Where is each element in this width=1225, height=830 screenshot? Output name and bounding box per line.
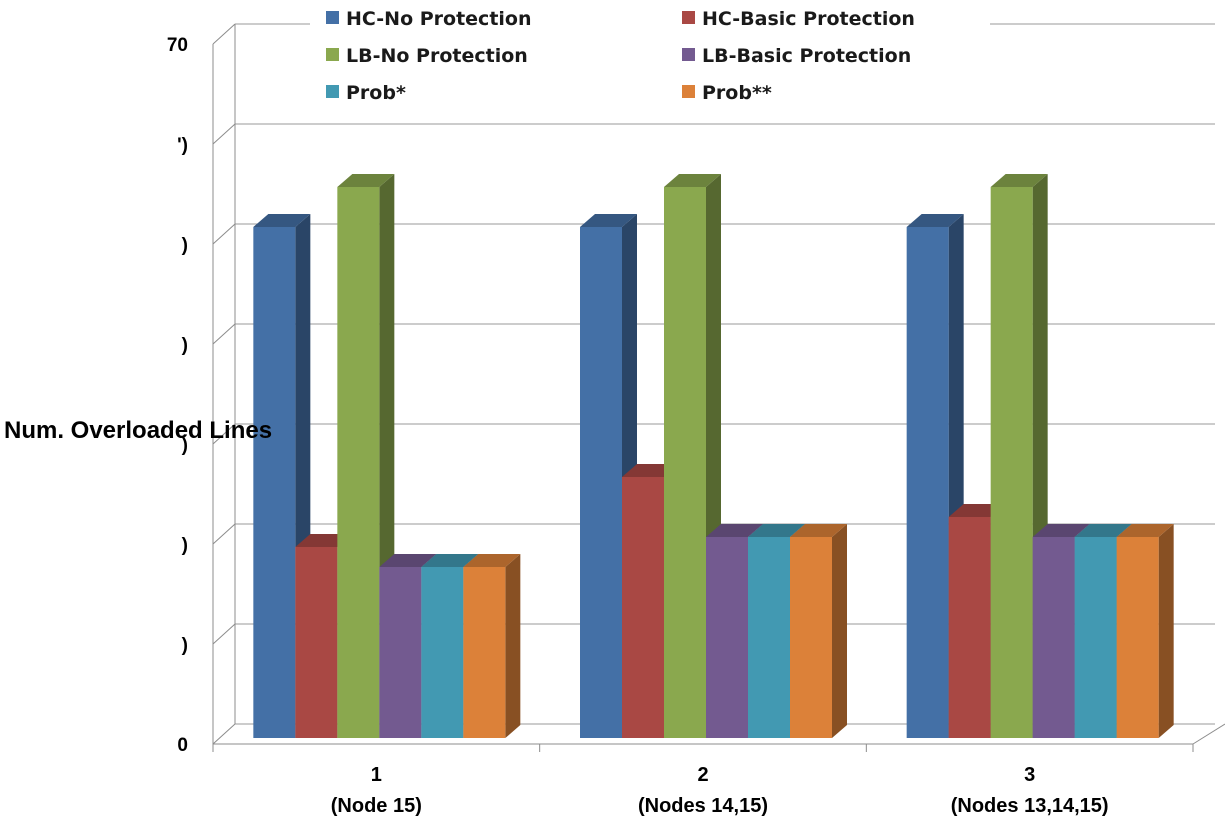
legend-label: HC-Basic Protection bbox=[702, 8, 915, 30]
legend-item: HC-Basic Protection bbox=[682, 8, 915, 30]
bar-front bbox=[1074, 537, 1117, 738]
legend-swatch bbox=[682, 85, 695, 98]
gridline-depth bbox=[212, 123, 236, 145]
x-axis-labels: 1 (Node 15) 2 (Nodes 14,15) 3 (Nodes 13,14,15… bbox=[331, 764, 1109, 817]
bar-side bbox=[1158, 524, 1174, 738]
bar-front bbox=[906, 227, 949, 738]
y-axis-label: Num. Overloaded Lines bbox=[4, 417, 272, 444]
gridline-depth bbox=[212, 723, 236, 745]
bar-front bbox=[379, 567, 422, 738]
gridline-depth bbox=[212, 323, 236, 345]
legend-background bbox=[310, 0, 990, 110]
bar-top bbox=[253, 214, 311, 227]
bar-front bbox=[421, 567, 464, 738]
bar-front bbox=[622, 477, 664, 738]
y-tick-label: ) bbox=[182, 335, 188, 356]
bar-top bbox=[463, 554, 521, 567]
legend-swatch bbox=[326, 48, 339, 61]
legend-item: LB-No Protection bbox=[326, 45, 528, 67]
y-tick-label: 70 bbox=[167, 35, 188, 56]
bar-front bbox=[337, 187, 380, 738]
legend-label: Prob** bbox=[702, 82, 772, 104]
legend-swatch bbox=[326, 85, 339, 98]
legend-item: LB-Basic Protection bbox=[682, 45, 911, 67]
legend-swatch bbox=[682, 11, 695, 24]
gridline-depth bbox=[212, 623, 236, 645]
bar-front bbox=[664, 187, 706, 738]
bar-top bbox=[337, 174, 395, 187]
bar-top bbox=[990, 174, 1048, 187]
bar bbox=[463, 554, 521, 738]
bar bbox=[253, 214, 311, 738]
legend-swatch bbox=[326, 11, 339, 24]
y-tick-label: ') bbox=[177, 135, 188, 156]
x-tick-label: 2 bbox=[697, 764, 708, 786]
y-axis-ticks: 0))))) ') 70 bbox=[167, 35, 188, 756]
bar-front bbox=[1116, 537, 1159, 738]
bar-top bbox=[906, 214, 964, 227]
legend: HC-No Protection HC-Basic Protection LB-No… bbox=[310, 0, 990, 110]
legend-item: Prob* bbox=[326, 82, 406, 104]
bar-front bbox=[790, 537, 832, 738]
gridline-depth bbox=[212, 423, 236, 445]
legend-label: LB-Basic Protection bbox=[702, 45, 911, 67]
x-tick-label: (Node 15) bbox=[331, 795, 422, 817]
x-tick-label: (Nodes 13,14,15) bbox=[951, 795, 1109, 817]
legend-label: LB-No Protection bbox=[346, 45, 528, 67]
y-tick-label: ) bbox=[182, 235, 188, 256]
bar-front bbox=[463, 567, 506, 738]
x-tick-label: 3 bbox=[1024, 764, 1035, 786]
bar-front bbox=[706, 537, 748, 738]
axes bbox=[212, 24, 1225, 752]
legend-item: Prob** bbox=[682, 82, 772, 104]
bar-front bbox=[990, 187, 1033, 738]
bar-front bbox=[1032, 537, 1075, 738]
bar-top bbox=[580, 214, 637, 227]
y-tick-label: ) bbox=[182, 435, 188, 456]
floor-right-edge bbox=[1192, 723, 1225, 745]
bar-top bbox=[379, 554, 437, 567]
bar-side bbox=[505, 554, 521, 738]
y-tick-label: 0 bbox=[177, 735, 188, 756]
bar bbox=[790, 524, 847, 738]
bar-side bbox=[832, 524, 847, 738]
bar-top bbox=[1074, 524, 1132, 537]
x-tick-label: (Nodes 14,15) bbox=[638, 795, 768, 817]
bar-top bbox=[1116, 524, 1174, 537]
bar-top bbox=[790, 524, 847, 537]
y-tick-label: ) bbox=[182, 535, 188, 556]
bar-top bbox=[1032, 524, 1090, 537]
gridline-depth bbox=[212, 523, 236, 545]
bar-front bbox=[295, 547, 338, 738]
legend-swatch bbox=[682, 48, 695, 61]
bar-top bbox=[664, 174, 721, 187]
legend-item: HC-No Protection bbox=[326, 8, 532, 30]
x-tick-label: 1 bbox=[371, 764, 382, 786]
bar-front bbox=[253, 227, 296, 738]
gridline-depth bbox=[212, 223, 236, 245]
bar bbox=[1116, 524, 1174, 738]
bars bbox=[253, 174, 1174, 738]
bar-top bbox=[421, 554, 479, 567]
bar-front bbox=[580, 227, 622, 738]
legend-label: Prob* bbox=[346, 82, 406, 104]
bar-front bbox=[948, 517, 991, 738]
bar-top bbox=[748, 524, 805, 537]
bar-front bbox=[748, 537, 790, 738]
bar-top bbox=[706, 524, 763, 537]
gridline-depth bbox=[212, 23, 236, 45]
y-tick-label: ) bbox=[182, 635, 188, 656]
legend-label: HC-No Protection bbox=[346, 8, 532, 30]
